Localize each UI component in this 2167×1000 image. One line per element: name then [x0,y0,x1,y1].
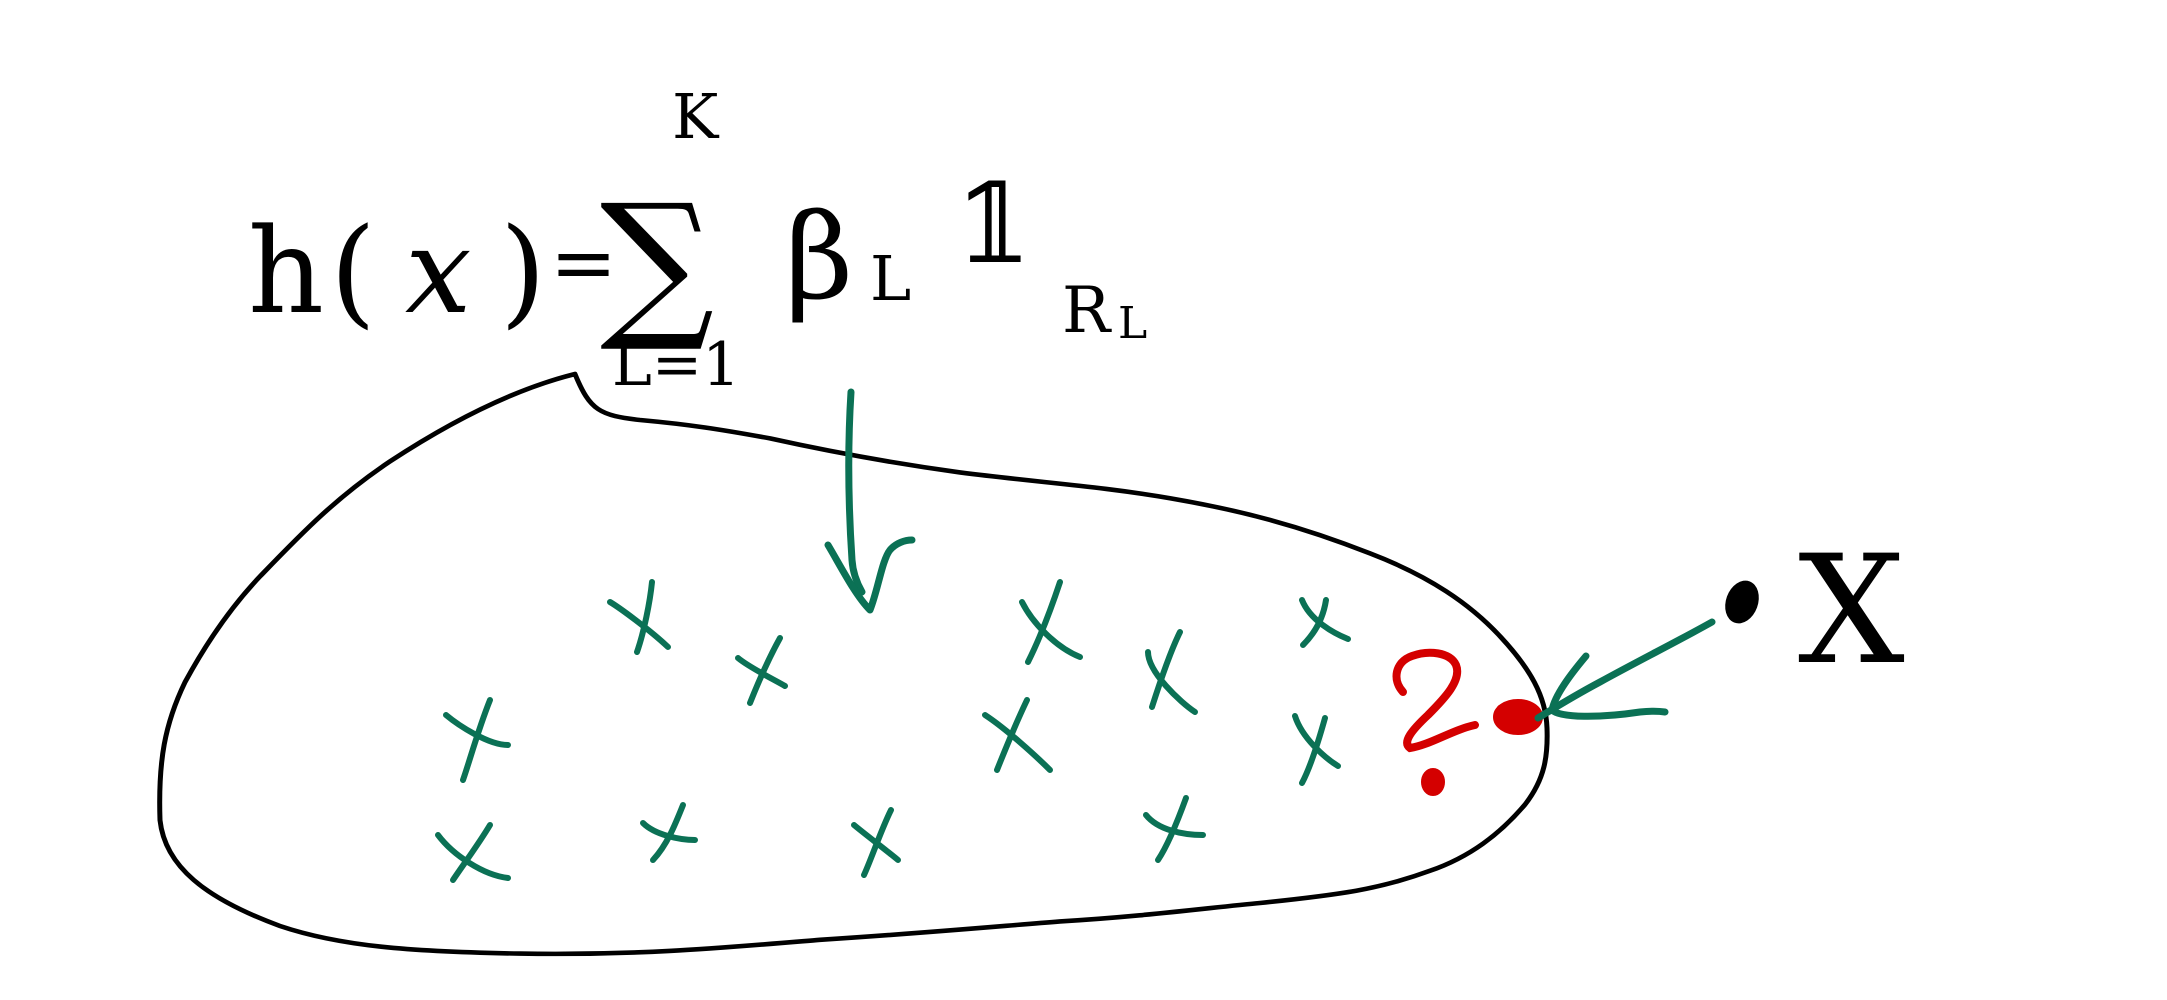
formula-to-region-arrow [824,388,916,614]
sample-cross [640,802,698,863]
arrow-shaft [845,388,866,596]
sample-points [435,579,1351,883]
region-outline [157,371,1550,957]
uncertain-marker: ? [1392,648,1479,796]
sample-cross [607,579,671,655]
sample-cross [1145,629,1198,715]
question-mark-dot [1421,768,1445,796]
sample-cross [1299,597,1351,648]
projection-arrow-shaft [1534,618,1716,722]
formula-beta-subscript: L [870,242,911,315]
arrow-head [824,536,916,614]
formula-close-paren: ) [500,202,546,340]
formula-indicator: 𝟙 [955,160,1032,288]
sample-cross [435,822,511,883]
question-mark-curve [1392,648,1479,753]
formula-h: h [248,202,324,340]
formula-sum-lower: L=1 [612,330,740,400]
formula-open-paren: ( [330,202,376,340]
formula-indicator-subsubscript: L [1118,298,1147,349]
sample-cross [1143,795,1206,863]
formula-sum-upper: K [672,80,720,153]
formula-variable-x: x [405,202,472,340]
sample-cross [1292,713,1341,786]
formula-sum-symbol: ∑ [600,169,714,356]
query-point-dot [1725,580,1759,624]
boundary-hit-scribble [1493,699,1543,735]
query-point-label: X [1798,524,1905,698]
formula-equals: = [550,216,617,309]
formula-beta: β [785,188,853,326]
query-point: X [1725,524,1905,698]
question-mark-label: ? [1420,752,1425,763]
sample-cross [851,807,901,878]
sample-cross [443,697,511,783]
sample-cross [735,635,788,706]
projection-arrow-head [1548,652,1669,720]
formula: h ( x ) = ∑ K L=1 β L 𝟙 R L [248,80,1147,400]
sample-cross [982,697,1053,773]
formula-indicator-subscript: R [1062,274,1112,348]
sample-cross [1019,579,1083,665]
projection-arrow [1534,618,1716,722]
